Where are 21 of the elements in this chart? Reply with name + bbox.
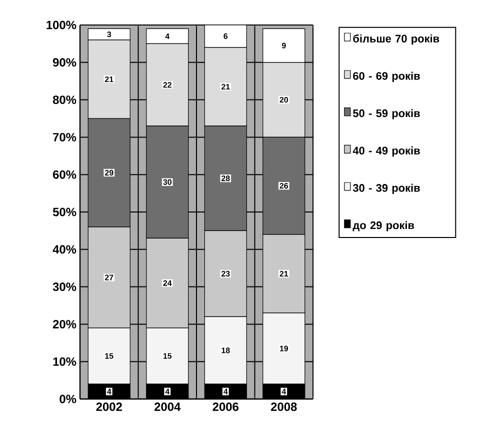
y-tick-label: 100% [46,20,76,30]
y-tick-label: 20% [52,320,76,328]
x-tick-label: 2006 [212,402,238,411]
legend-label: 30 - 39 років [352,184,420,194]
y-tick-label: 60% [52,170,76,179]
y-tick-label: 70% [53,132,76,142]
legend-label: більше 70 років [353,34,440,45]
y-tick-label: 80% [52,96,76,104]
x-tick-label: 2002 [96,402,122,411]
legend-label: 60 - 69 років [353,72,420,82]
y-tick-label: 90% [52,58,76,67]
legend-label: до 29 років [352,221,414,232]
x-tick-label: 2004 [154,402,181,411]
y-tick-label: 0% [60,394,76,404]
y-tick-label: 10% [53,357,76,366]
legend-label: 40 - 49 років [352,146,420,157]
legend-label: 50 - 59 років [353,109,420,120]
x-tick-label: 2008 [270,402,297,411]
y-tick-label: 40% [52,245,76,254]
y-tick-label: 30% [52,282,76,292]
y-tick-label: 50% [52,208,76,216]
